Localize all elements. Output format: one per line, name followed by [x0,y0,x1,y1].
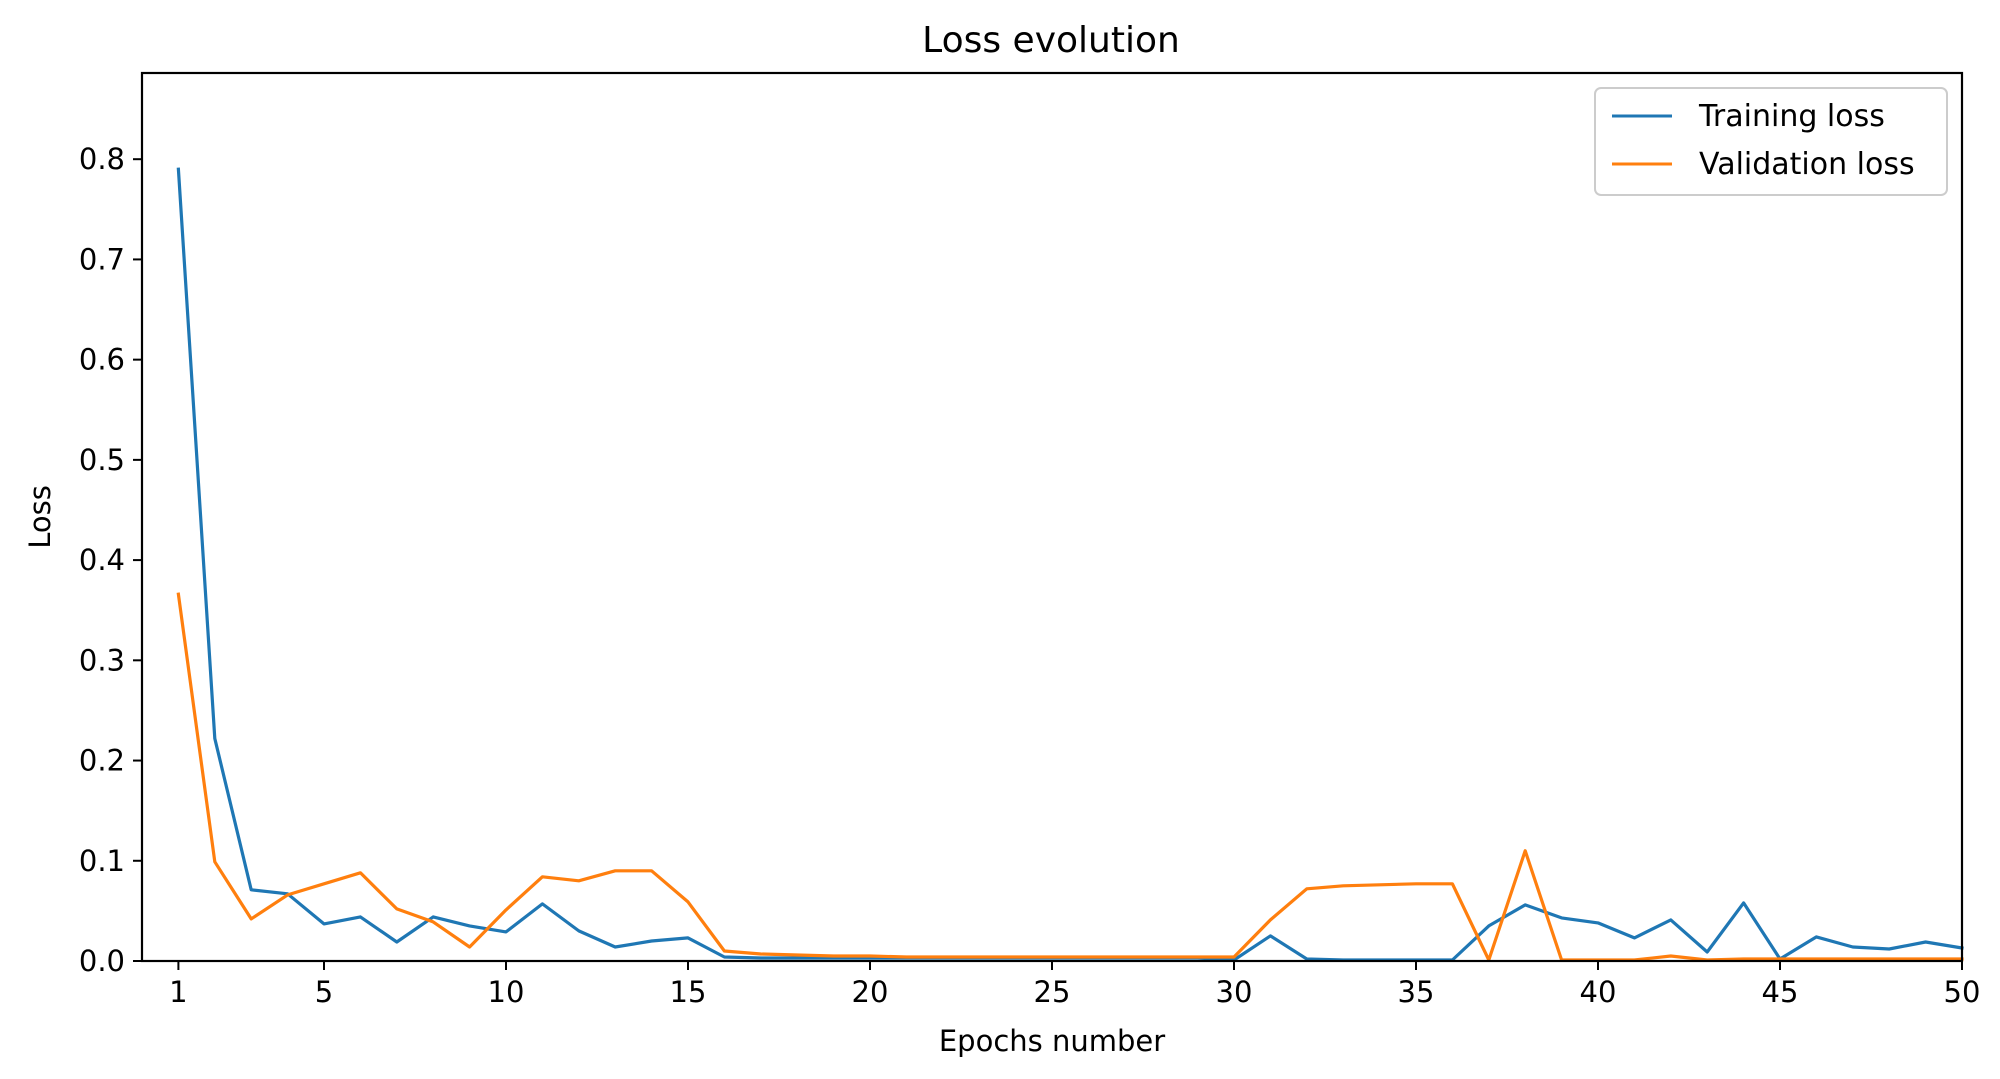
legend-label-validation-loss: Validation loss [1699,147,1915,182]
legend-label-training-loss: Training loss [1698,99,1885,134]
x-tick-label-35: 35 [1398,975,1435,1009]
x-axis-ticks: 1 5 10 15 20 25 30 35 40 45 50 [169,961,1980,1009]
y-tick-label-5: 0.5 [79,443,125,477]
y-tick-label-1: 0.1 [79,844,125,878]
x-tick-label-45: 45 [1762,975,1799,1009]
legend-box [1594,87,1948,196]
y-axis-ticks: 0.0 0.1 0.2 0.3 0.4 0.5 0.6 0.7 0.8 [79,142,142,978]
y-tick-label-7: 0.7 [79,242,125,276]
x-tick-label-5: 5 [315,975,333,1009]
y-tick-label-0: 0.0 [79,944,125,978]
legend: Training loss Validation loss [1594,87,1948,196]
x-axis-label: Epochs number [939,1024,1165,1058]
x-tick-label-40: 40 [1580,975,1617,1009]
x-tick-label-30: 30 [1216,975,1253,1009]
y-tick-label-6: 0.6 [79,343,125,377]
x-tick-label-15: 15 [670,975,707,1009]
series-line-validation-loss [176,592,1964,962]
y-tick-label-3: 0.3 [79,643,125,677]
x-tick-label-20: 20 [852,975,889,1009]
chart-title: Loss evolution [922,20,1180,61]
x-tick-label-25: 25 [1034,975,1071,1009]
x-tick-label-50: 50 [1944,975,1981,1009]
x-tick-label-1: 1 [169,975,187,1009]
y-tick-label-2: 0.2 [79,744,125,778]
x-tick-label-10: 10 [488,975,525,1009]
plot-lines [176,167,1964,962]
y-axis-label: Loss [23,485,57,549]
y-tick-label-4: 0.4 [79,543,125,577]
y-tick-label-8: 0.8 [79,142,125,176]
